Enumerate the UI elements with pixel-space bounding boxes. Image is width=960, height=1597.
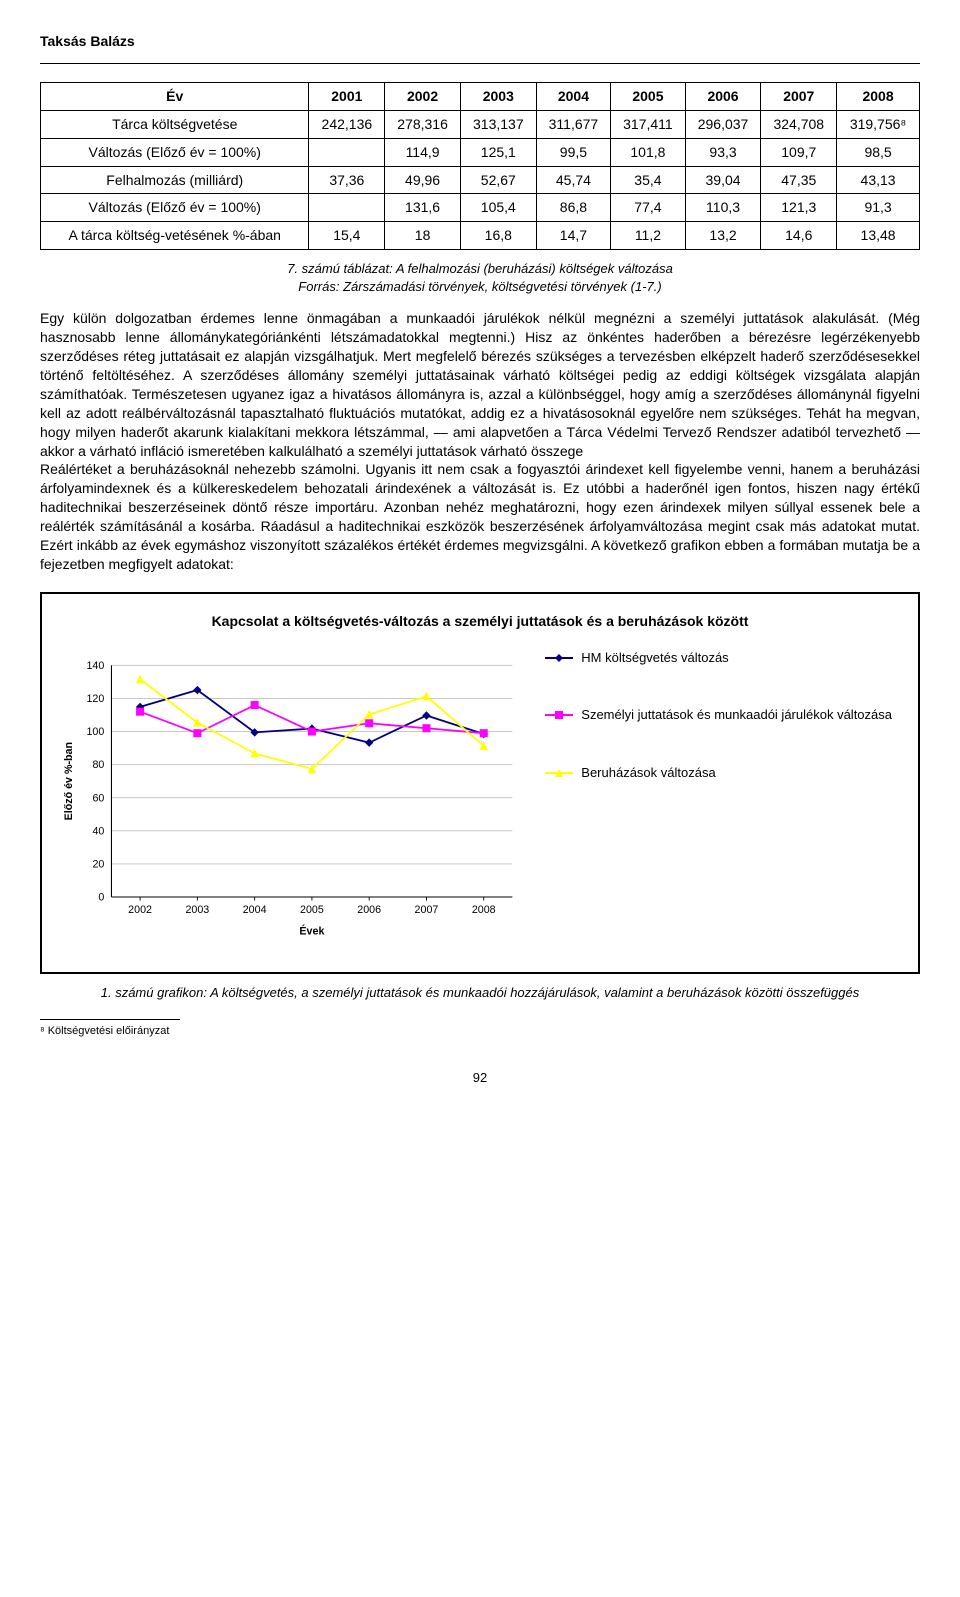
table-cell: 121,3 — [761, 194, 837, 222]
table-cell: 311,677 — [536, 110, 611, 138]
table-cell: 45,74 — [536, 166, 611, 194]
table-header-cell: 2005 — [611, 82, 686, 110]
legend-item: Beruházások változása — [545, 764, 892, 782]
chart-plot: 0 20 40 60 80 100 120 140 2002 2003 2004 2005 2006 20… — [58, 639, 521, 964]
chart-legend: HM költségvetés változás Személyi juttatá… — [545, 639, 902, 782]
svg-text:60: 60 — [92, 792, 104, 804]
table-cell: 313,137 — [460, 110, 536, 138]
table-header-cell: 2006 — [685, 82, 761, 110]
table-cell: 278,316 — [385, 110, 461, 138]
table-cell: 109,7 — [761, 138, 837, 166]
table-cell: 49,96 — [385, 166, 461, 194]
svg-text:2004: 2004 — [243, 904, 267, 916]
chart-title: Kapcsolat a költségvetés-változás a szem… — [58, 612, 902, 631]
chart-container: Kapcsolat a költségvetés-változás a szem… — [40, 592, 920, 974]
legend-label: Beruházások változása — [581, 764, 715, 782]
line-chart-svg: 0 20 40 60 80 100 120 140 2002 2003 2004 2005 2006 20… — [58, 639, 521, 959]
table-caption: 7. számú táblázat: A felhalmozási (beruh… — [40, 260, 920, 295]
table-row: Változás (Előző év = 100%) 131,6105,486,8… — [41, 194, 920, 222]
svg-text:Előző év %-ban: Előző év %-ban — [63, 742, 75, 820]
table-cell: 296,037 — [685, 110, 761, 138]
svg-text:2006: 2006 — [357, 904, 381, 916]
table-cell: 18 — [385, 222, 461, 250]
legend-item: Személyi juttatások és munkaadói járulék… — [545, 706, 892, 724]
table-cell: 319,756⁸ — [837, 110, 920, 138]
table-row-label: Változás (Előző év = 100%) — [41, 194, 309, 222]
body-paragraph: Egy külön dolgozatban érdemes lenne önma… — [40, 309, 920, 573]
table-cell: 324,708 — [761, 110, 837, 138]
table-row: Tárca költségvetése242,136278,316313,137… — [41, 110, 920, 138]
table-cell: 43,13 — [837, 166, 920, 194]
table-cell — [309, 194, 385, 222]
svg-text:120: 120 — [86, 693, 104, 705]
table-row-label: Változás (Előző év = 100%) — [41, 138, 309, 166]
table-cell: 52,67 — [460, 166, 536, 194]
svg-text:2005: 2005 — [300, 904, 324, 916]
table-cell: 101,8 — [611, 138, 686, 166]
legend-label: Személyi juttatások és munkaadói járulék… — [581, 706, 892, 724]
table-row-label: Tárca költségvetése — [41, 110, 309, 138]
table-cell — [309, 138, 385, 166]
table-header-cell: 2004 — [536, 82, 611, 110]
table-row: Felhalmozás (milliárd)37,3649,9652,6745,… — [41, 166, 920, 194]
table-row: A tárca költség-vetésének %-ában15,41816… — [41, 222, 920, 250]
table-cell: 37,36 — [309, 166, 385, 194]
svg-text:Évek: Évek — [299, 924, 324, 937]
svg-text:0: 0 — [98, 891, 104, 903]
footnote: ⁸ Költségvetési előirányzat — [40, 1024, 920, 1039]
svg-text:40: 40 — [92, 825, 104, 837]
table-cell: 91,3 — [837, 194, 920, 222]
table-cell: 317,411 — [611, 110, 686, 138]
table-cell: 35,4 — [611, 166, 686, 194]
table-cell: 14,6 — [761, 222, 837, 250]
table-cell: 13,48 — [837, 222, 920, 250]
svg-text:80: 80 — [92, 759, 104, 771]
table-cell: 98,5 — [837, 138, 920, 166]
table-cell: 14,7 — [536, 222, 611, 250]
table-cell: 99,5 — [536, 138, 611, 166]
table-row: Változás (Előző év = 100%) 114,9125,199,5… — [41, 138, 920, 166]
table-header-cell: 2002 — [385, 82, 461, 110]
table-cell: 242,136 — [309, 110, 385, 138]
svg-text:2003: 2003 — [185, 904, 209, 916]
table-cell: 47,35 — [761, 166, 837, 194]
table-cell: 11,2 — [611, 222, 686, 250]
author-name: Taksás Balázs — [40, 32, 920, 51]
table-row-label: Felhalmozás (milliárd) — [41, 166, 309, 194]
top-rule — [40, 63, 920, 64]
svg-text:2008: 2008 — [472, 904, 496, 916]
table-cell: 105,4 — [460, 194, 536, 222]
page-number: 92 — [40, 1069, 920, 1087]
table-header-cell: 2008 — [837, 82, 920, 110]
table-cell: 114,9 — [385, 138, 461, 166]
table-cell: 77,4 — [611, 194, 686, 222]
table-header-cell: 2001 — [309, 82, 385, 110]
svg-text:2007: 2007 — [415, 904, 439, 916]
table-row-label: A tárca költség-vetésének %-ában — [41, 222, 309, 250]
table-cell: 86,8 — [536, 194, 611, 222]
svg-text:140: 140 — [86, 660, 104, 672]
data-table: Év20012002200320042005200620072008 Tárca… — [40, 82, 920, 250]
legend-item: HM költségvetés változás — [545, 649, 892, 667]
svg-text:20: 20 — [92, 858, 104, 870]
table-header-cell: 2007 — [761, 82, 837, 110]
table-cell: 15,4 — [309, 222, 385, 250]
table-cell: 39,04 — [685, 166, 761, 194]
table-cell: 110,3 — [685, 194, 761, 222]
table-header-cell: Év — [41, 82, 309, 110]
chart-caption: 1. számú grafikon: A költségvetés, a sze… — [40, 984, 920, 1002]
table-cell: 13,2 — [685, 222, 761, 250]
table-cell: 131,6 — [385, 194, 461, 222]
table-cell: 125,1 — [460, 138, 536, 166]
table-cell: 16,8 — [460, 222, 536, 250]
svg-text:100: 100 — [86, 726, 104, 738]
svg-text:2002: 2002 — [128, 904, 152, 916]
legend-label: HM költségvetés változás — [581, 649, 728, 667]
table-header-cell: 2003 — [460, 82, 536, 110]
footnote-rule — [40, 1019, 180, 1020]
table-cell: 93,3 — [685, 138, 761, 166]
